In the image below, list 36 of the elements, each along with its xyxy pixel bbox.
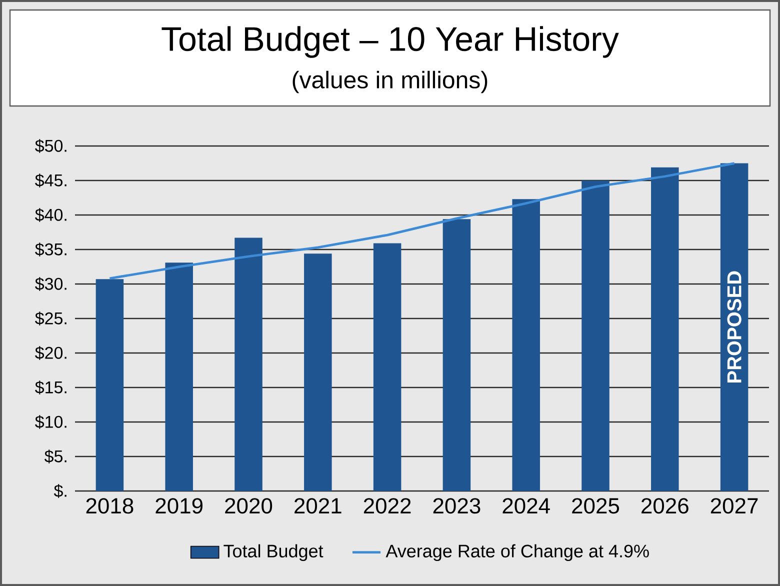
x-tick-label: 2023 <box>433 498 480 514</box>
chart-subtitle: (values in millions) <box>292 70 488 94</box>
y-tick-label: $10. <box>35 415 66 429</box>
annotation: PROPOSED <box>727 271 742 382</box>
y-tick-label: $15. <box>35 380 66 394</box>
y-tick-label: $30. <box>35 277 66 291</box>
bar <box>304 254 332 491</box>
bar <box>512 199 540 491</box>
y-tick-label: $. <box>54 484 66 498</box>
x-tick-label: 2025 <box>572 498 620 514</box>
legend-label: Average Rate of Change at 4.9% <box>386 544 649 562</box>
bar <box>373 243 402 491</box>
bar <box>582 180 610 491</box>
y-tick-label: $50. <box>35 139 66 153</box>
x-tick-label: 2024 <box>502 498 550 514</box>
y-tick-label: $45. <box>35 174 66 188</box>
bar <box>165 262 193 491</box>
y-tick-label: $40. <box>35 208 66 222</box>
legend-label: Total Budget <box>224 544 324 562</box>
chart-title: Total Budget – 10 Year History <box>162 26 619 58</box>
x-tick-label: 2021 <box>294 498 342 514</box>
x-tick-label: 2027 <box>710 498 758 514</box>
x-tick-label: 2026 <box>642 498 688 514</box>
y-tick-label: $35. <box>35 242 66 256</box>
y-tick-label: $20. <box>35 346 66 360</box>
y-tick-label: $25. <box>35 312 66 326</box>
bar <box>442 219 471 491</box>
x-tick-label: 2022 <box>364 498 411 514</box>
bar <box>96 279 124 491</box>
x-tick-label: 2019 <box>156 498 203 514</box>
bar <box>720 163 748 491</box>
bar <box>651 167 679 491</box>
x-tick-label: 2020 <box>225 498 272 514</box>
y-tick-label: $5. <box>44 450 66 464</box>
bar <box>234 238 262 491</box>
x-tick-label: 2018 <box>86 498 134 514</box>
